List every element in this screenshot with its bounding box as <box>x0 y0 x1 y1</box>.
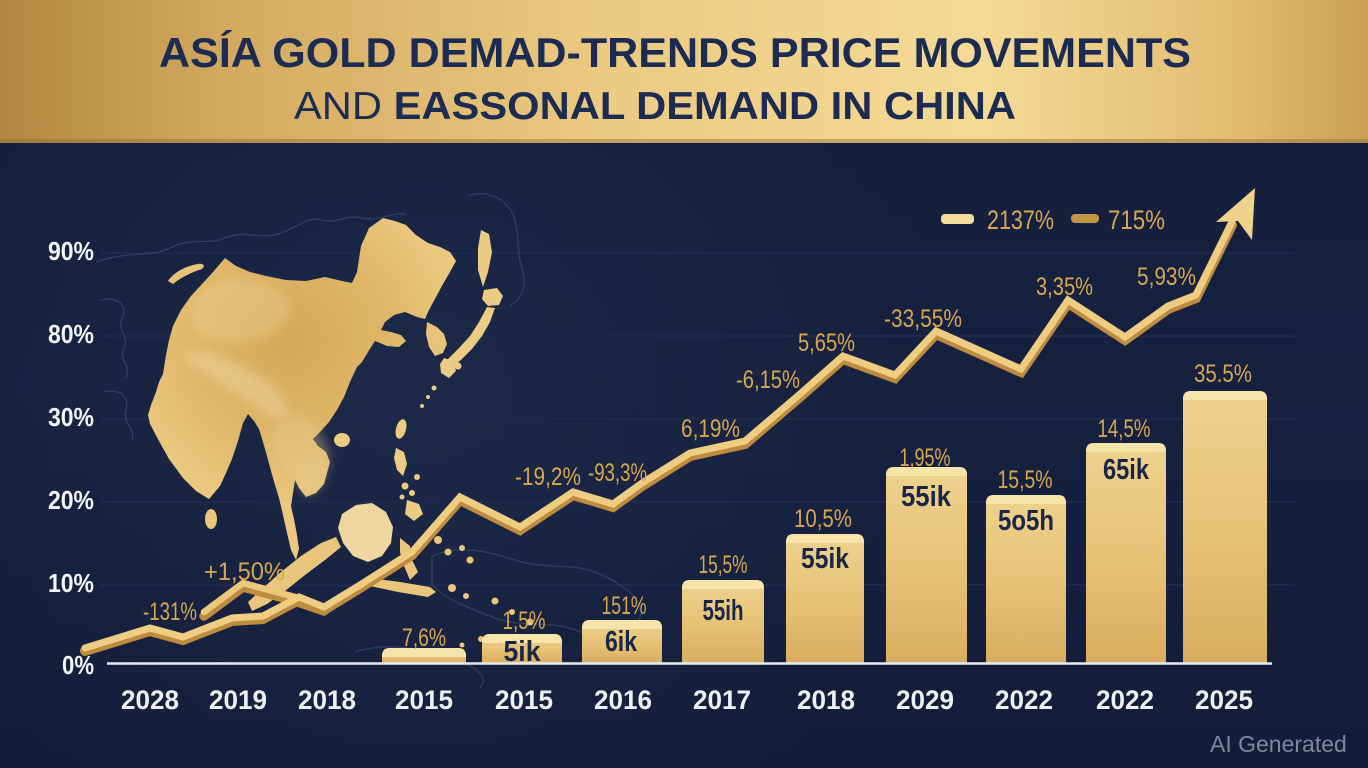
svg-text:AI Generated: AI Generated <box>1210 731 1347 757</box>
svg-text:2025: 2025 <box>1195 685 1253 715</box>
svg-text:7,6%: 7,6% <box>402 624 446 652</box>
svg-text:2016: 2016 <box>594 685 652 715</box>
svg-text:-93,3%: -93,3% <box>588 459 647 487</box>
svg-text:2022: 2022 <box>1096 685 1154 715</box>
svg-text:-33,55%: -33,55% <box>884 305 962 333</box>
svg-text:2015: 2015 <box>495 685 553 715</box>
svg-text:2015: 2015 <box>395 685 453 715</box>
svg-text:-131%: -131% <box>143 598 197 626</box>
svg-text:55ih: 55ih <box>703 595 744 627</box>
svg-text:3,35%: 3,35% <box>1036 273 1093 301</box>
svg-text:14,5%: 14,5% <box>1098 415 1151 443</box>
svg-text:5,65%: 5,65% <box>798 329 855 357</box>
svg-text:10,5%: 10,5% <box>794 505 852 533</box>
svg-text:-6,15%: -6,15% <box>736 366 800 394</box>
svg-text:5ik: 5ik <box>504 636 542 668</box>
svg-text:90%: 90% <box>48 236 94 266</box>
svg-text:1,95%: 1,95% <box>900 444 951 472</box>
svg-text:65ik: 65ik <box>1103 454 1150 486</box>
svg-text:2018: 2018 <box>797 685 855 715</box>
svg-text:6ik: 6ik <box>605 626 638 658</box>
svg-text:6,19%: 6,19% <box>681 415 740 443</box>
svg-text:2018: 2018 <box>298 685 356 715</box>
svg-text:ASÍA GOLD DEMAD-TRENDS PRICE M: ASÍA GOLD DEMAD-TRENDS PRICE MOVEMENTS <box>159 29 1191 76</box>
svg-text:AND EASSONAL DEMAND IN CHINA: AND EASSONAL DEMAND IN CHINA <box>294 85 1016 128</box>
svg-text:2137%: 2137% <box>987 205 1054 235</box>
svg-text:55ik: 55ik <box>801 543 850 575</box>
svg-text:-19,2%: -19,2% <box>515 463 581 491</box>
svg-text:15,5%: 15,5% <box>998 466 1053 494</box>
svg-text:2022: 2022 <box>995 685 1053 715</box>
svg-text:20%: 20% <box>48 485 94 515</box>
svg-text:30%: 30% <box>48 402 94 432</box>
svg-text:35.5%: 35.5% <box>1194 360 1252 388</box>
svg-text:2028: 2028 <box>121 685 179 715</box>
svg-text:2017: 2017 <box>693 685 751 715</box>
svg-text:+1,50%: +1,50% <box>204 558 285 586</box>
svg-text:10%: 10% <box>48 568 94 598</box>
svg-text:1,5%: 1,5% <box>503 607 546 635</box>
svg-text:0%: 0% <box>62 650 94 680</box>
svg-text:5o5h: 5o5h <box>998 505 1054 537</box>
svg-text:5,93%: 5,93% <box>1137 263 1196 291</box>
svg-text:2019: 2019 <box>209 685 267 715</box>
svg-text:151%: 151% <box>602 592 647 620</box>
svg-text:715%: 715% <box>1108 205 1165 235</box>
svg-text:80%: 80% <box>48 319 94 349</box>
svg-text:55ik: 55ik <box>901 481 952 513</box>
svg-text:2029: 2029 <box>896 685 954 715</box>
svg-text:15,5%: 15,5% <box>699 551 748 579</box>
